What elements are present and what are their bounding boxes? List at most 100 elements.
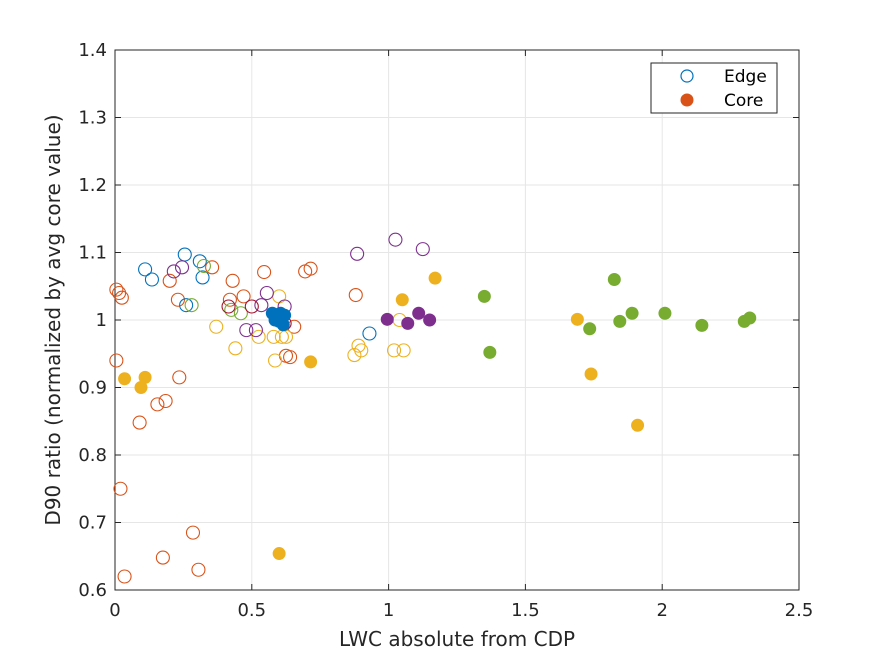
edge-point: [166, 264, 181, 279]
core-point: [412, 306, 426, 320]
edge-point: [396, 343, 411, 358]
core-point: [613, 314, 627, 328]
edge-point: [233, 306, 248, 321]
edge-point: [192, 254, 207, 269]
edge-point: [254, 298, 269, 313]
edge-point: [224, 302, 239, 317]
y-tick-label: 0.7: [78, 513, 107, 534]
edge-point: [209, 319, 224, 334]
core-point: [138, 370, 152, 384]
edge-point: [239, 323, 254, 338]
core-point: [278, 308, 292, 322]
edge-point: [158, 393, 173, 409]
core-point: [423, 313, 437, 327]
edge-point: [387, 343, 402, 358]
edge-point: [113, 481, 128, 496]
edge-point: [222, 292, 237, 307]
edge-point: [109, 282, 124, 297]
edge-point: [248, 323, 263, 338]
core-point: [584, 367, 598, 381]
edge-point: [354, 343, 369, 358]
core-point: [483, 345, 497, 359]
edge-point: [228, 341, 243, 356]
edge-point: [114, 290, 129, 305]
core-point: [304, 355, 318, 369]
legend-edge-label: Edge: [724, 67, 767, 87]
core-point: [658, 306, 672, 320]
x-tick-label: 0.5: [237, 600, 266, 621]
core-point: [428, 271, 442, 285]
core-point: [380, 312, 394, 326]
edge-point: [174, 260, 190, 275]
edge-point: [191, 562, 206, 577]
x-tick-label: 0: [109, 600, 120, 621]
edge-point: [350, 246, 365, 261]
edge-point: [195, 270, 210, 285]
edge-point: [150, 397, 165, 412]
edge-point: [205, 260, 220, 275]
y-tick-label: 0.6: [78, 580, 107, 601]
edge-point: [184, 298, 199, 313]
edge-point: [179, 298, 194, 313]
core-point: [477, 289, 491, 303]
edge-point: [185, 525, 201, 540]
edge-point: [144, 272, 159, 287]
edge-point: [244, 299, 259, 314]
edge-point: [109, 353, 124, 368]
core-point: [631, 418, 645, 432]
core-point: [401, 316, 415, 330]
core-point: [607, 273, 621, 286]
edge-point: [348, 287, 363, 303]
edge-point: [172, 370, 187, 385]
edge-point: [266, 329, 281, 344]
legend-edge-marker: [680, 69, 694, 83]
y-tick-label: 1.1: [78, 243, 107, 264]
edge-point: [138, 262, 153, 277]
legend-core-marker: [680, 93, 694, 107]
edge-point: [283, 350, 298, 365]
tick-labels: 0 0.5 1 1.5 2 2.5 0.6 0.7 0.8 0.9 1 1.1 1.2 1.3 1.4: [78, 40, 813, 621]
edge-point: [221, 299, 236, 314]
edge-point: [388, 232, 403, 247]
legend[interactable]: Edge Core: [650, 62, 778, 114]
y-tick-label: 1.3: [78, 108, 107, 129]
edge-point: [225, 273, 240, 288]
data-points: [109, 232, 757, 584]
x-tick-label: 2.5: [785, 600, 814, 621]
x-tick-label: 1: [383, 600, 394, 621]
core-point: [583, 322, 597, 336]
core-point: [570, 312, 584, 326]
legend-core-label: Core: [724, 91, 763, 111]
edge-point: [162, 273, 177, 288]
legend-box: [650, 62, 778, 114]
core-point: [118, 372, 132, 386]
edge-point: [251, 329, 266, 344]
edge-point: [415, 242, 430, 257]
y-axis-label: D90 ratio (normalized by avg core value): [41, 114, 65, 525]
x-tick-label: 2: [656, 600, 667, 621]
core-point: [395, 293, 409, 307]
y-tick-label: 0.9: [78, 378, 107, 399]
y-tick-label: 1.2: [78, 175, 107, 196]
core-point: [743, 311, 757, 325]
y-tick-label: 1.4: [78, 40, 107, 61]
core-point: [272, 547, 286, 561]
y-tick-label: 1: [96, 310, 107, 331]
core-point: [695, 318, 709, 332]
edge-point: [155, 550, 170, 565]
edge-point: [303, 261, 318, 276]
edge-point: [347, 348, 362, 363]
edge-point: [257, 265, 272, 280]
edge-point: [132, 415, 147, 430]
edge-point: [259, 285, 274, 301]
edge-point: [268, 353, 283, 368]
y-tick-label: 0.8: [78, 445, 107, 466]
axes: [114, 49, 800, 591]
x-axis-label: LWC absolute from CDP: [339, 627, 575, 651]
core-point: [625, 306, 639, 320]
edge-point: [170, 292, 185, 307]
x-tick-label: 1.5: [511, 600, 540, 621]
edge-point: [362, 326, 377, 341]
edge-point: [196, 258, 211, 274]
